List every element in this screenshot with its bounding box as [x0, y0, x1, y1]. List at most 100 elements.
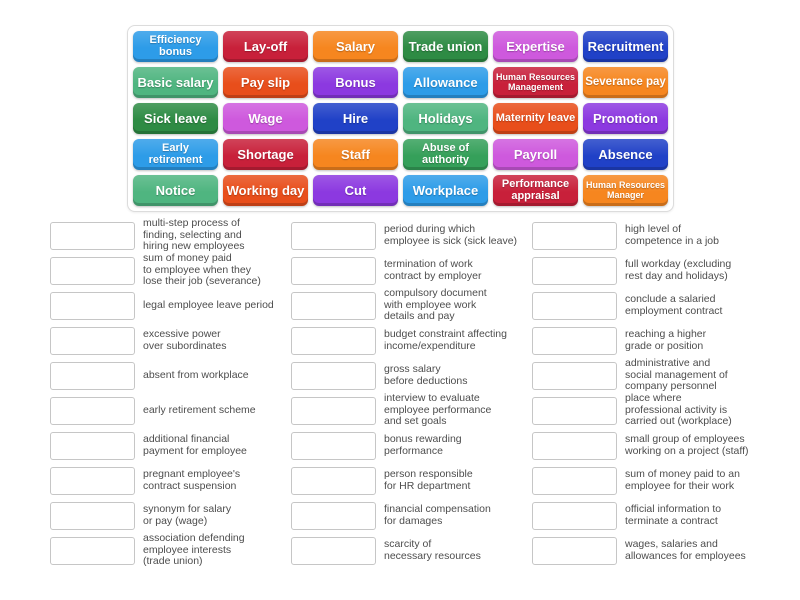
definition-text: absent from workplace	[143, 368, 249, 381]
answer-slot[interactable]	[532, 361, 617, 390]
answer-slot[interactable]	[291, 361, 376, 390]
word-tile[interactable]: Pay slip	[223, 67, 308, 98]
match-item: excessive power over subordinates	[50, 323, 291, 358]
word-tile-label: Basic salary	[137, 74, 214, 90]
word-tile-label: Wage	[248, 110, 283, 126]
word-tile[interactable]: Shortage	[223, 139, 308, 170]
word-tile[interactable]: Human Resources Manager	[583, 175, 668, 206]
answer-slot[interactable]	[50, 466, 135, 495]
answer-slot[interactable]	[291, 536, 376, 565]
word-tile[interactable]: Holidays	[403, 103, 488, 134]
word-tile-label: Performance appraisal	[501, 177, 570, 202]
word-tile[interactable]: Absence	[583, 139, 668, 170]
definition-text: legal employee leave period	[143, 298, 274, 311]
definition-text: budget constraint affecting income/expen…	[384, 327, 507, 352]
answer-slot[interactable]	[50, 256, 135, 285]
word-tile-label: Salary	[335, 38, 376, 54]
answer-slot[interactable]	[532, 396, 617, 425]
word-tile[interactable]: Performance appraisal	[493, 175, 578, 206]
definition-column: period during which employee is sick (si…	[291, 218, 532, 568]
word-tile-label: Hire	[342, 110, 369, 126]
answer-slot[interactable]	[532, 326, 617, 355]
answer-slot[interactable]	[532, 256, 617, 285]
definition-text: excessive power over subordinates	[143, 327, 227, 352]
definition-text: person responsible for HR department	[384, 467, 473, 492]
word-tile-label: Cut	[344, 182, 367, 198]
answer-slot[interactable]	[50, 396, 135, 425]
word-tile-label: Trade union	[408, 38, 483, 54]
answer-slot[interactable]	[291, 326, 376, 355]
answer-slot[interactable]	[532, 431, 617, 460]
definition-text: conclude a salaried employment contract	[625, 292, 723, 317]
word-tile[interactable]: Payroll	[493, 139, 578, 170]
answer-slot[interactable]	[532, 221, 617, 250]
definition-text: period during which employee is sick (si…	[384, 222, 518, 247]
word-bank: Efficiency bonus Lay-off Salary Trade union…	[127, 25, 674, 212]
match-item: termination of work contract by employer	[291, 253, 532, 288]
answer-slot[interactable]	[291, 256, 376, 285]
word-tile[interactable]: Workplace	[403, 175, 488, 206]
answer-slot[interactable]	[532, 536, 617, 565]
word-tile[interactable]: Promotion	[583, 103, 668, 134]
word-tile[interactable]: Wage	[223, 103, 308, 134]
word-tile[interactable]: Human Resources Management	[493, 67, 578, 98]
word-tile[interactable]: Staff	[313, 139, 398, 170]
word-tile[interactable]: Severance pay	[583, 67, 668, 98]
answer-slot[interactable]	[50, 431, 135, 460]
word-tile[interactable]: Allowance	[403, 67, 488, 98]
answer-slot[interactable]	[291, 291, 376, 320]
word-tile[interactable]: Maternity leave	[493, 103, 578, 134]
word-tile[interactable]: Recruitment	[583, 31, 668, 62]
answer-slot[interactable]	[291, 221, 376, 250]
definition-text: wages, salaries and allowances for emplo…	[625, 537, 746, 562]
answer-slot[interactable]	[291, 396, 376, 425]
word-tile-label: Abuse of authority	[421, 141, 470, 166]
definition-text: financial compensation for damages	[384, 502, 491, 527]
word-tile[interactable]: Hire	[313, 103, 398, 134]
word-tile[interactable]: Efficiency bonus	[133, 31, 218, 62]
word-tile[interactable]: Salary	[313, 31, 398, 62]
word-tile-label: Human Resources Manager	[585, 179, 666, 200]
definition-column: high level of competence in a job full wo…	[532, 218, 773, 568]
word-tile[interactable]: Abuse of authority	[403, 139, 488, 170]
answer-slot[interactable]	[532, 501, 617, 530]
word-tile-label: Maternity leave	[495, 111, 576, 124]
answer-slot[interactable]	[291, 501, 376, 530]
word-tile[interactable]: Trade union	[403, 31, 488, 62]
definition-text: association defending employee interests…	[143, 532, 245, 568]
word-tile[interactable]: Bonus	[313, 67, 398, 98]
answer-slot[interactable]	[291, 466, 376, 495]
word-tile-label: Working day	[226, 182, 305, 198]
word-tile[interactable]: Working day	[223, 175, 308, 206]
match-item: budget constraint affecting income/expen…	[291, 323, 532, 358]
answer-slot[interactable]	[50, 501, 135, 530]
definition-text: early retirement scheme	[143, 403, 256, 416]
word-tile[interactable]: Lay-off	[223, 31, 308, 62]
answer-slot[interactable]	[291, 431, 376, 460]
word-tile[interactable]: Expertise	[493, 31, 578, 62]
word-tile-label: Holidays	[418, 110, 473, 126]
answer-slot[interactable]	[50, 361, 135, 390]
match-item: compulsory document with employee work d…	[291, 287, 532, 323]
match-item: wages, salaries and allowances for emplo…	[532, 533, 773, 568]
word-tile[interactable]: Sick leave	[133, 103, 218, 134]
word-tile[interactable]: Cut	[313, 175, 398, 206]
word-tile[interactable]: Basic salary	[133, 67, 218, 98]
definitions: multi-step process of finding, selecting…	[50, 217, 773, 568]
word-tile-label: Human Resources Management	[495, 71, 576, 92]
match-item: sum of money paid to an employee for the…	[532, 463, 773, 498]
word-tile-label: Promotion	[593, 110, 658, 126]
definition-text: sum of money paid to employee when they …	[143, 252, 261, 288]
word-tile-label: Staff	[341, 146, 370, 162]
word-tile-label: Absence	[598, 146, 653, 162]
answer-slot[interactable]	[50, 536, 135, 565]
answer-slot[interactable]	[532, 466, 617, 495]
answer-slot[interactable]	[532, 291, 617, 320]
answer-slot[interactable]	[50, 221, 135, 250]
match-item: interview to evaluate employee performan…	[291, 392, 532, 428]
answer-slot[interactable]	[50, 291, 135, 320]
answer-slot[interactable]	[50, 326, 135, 355]
word-tile[interactable]: Early retirement	[133, 139, 218, 170]
word-tile[interactable]: Notice	[133, 175, 218, 206]
word-tile-label: Allowance	[413, 74, 478, 90]
